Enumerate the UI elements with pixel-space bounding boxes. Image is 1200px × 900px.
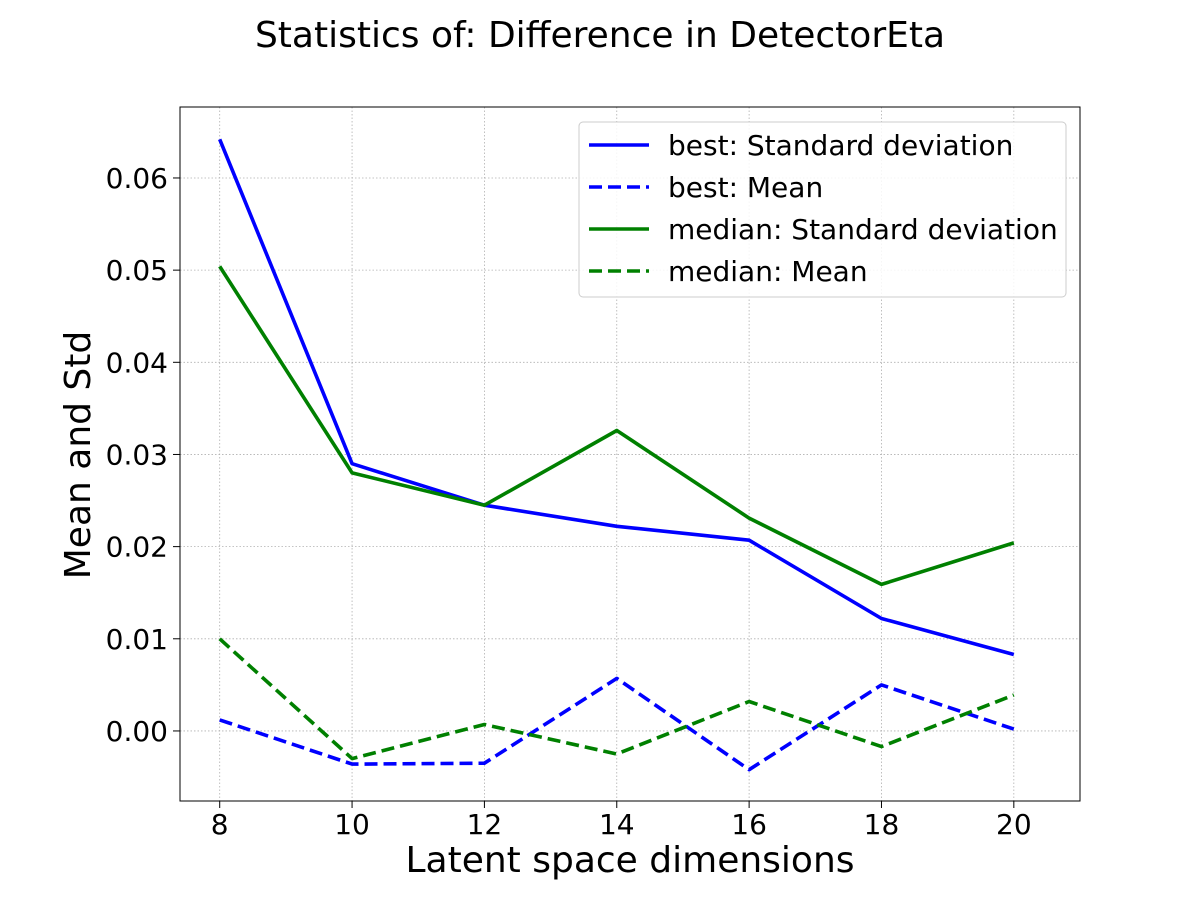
legend-label: best: Standard deviation	[668, 129, 1013, 162]
series-line-best-standard-deviation	[218, 138, 1015, 657]
legend-label: best: Mean	[668, 171, 823, 204]
x-tick-label: 14	[599, 808, 635, 841]
x-tick-label: 10	[334, 808, 370, 841]
y-tick-label: 0.05	[106, 254, 168, 287]
legend-label: median: Standard deviation	[668, 213, 1058, 246]
series-line-median-standard-deviation	[218, 265, 1015, 587]
chart-title: Statistics of: Difference in DetectorEta	[255, 15, 945, 56]
series-lines	[218, 138, 1015, 772]
x-tick-label: 20	[996, 808, 1032, 841]
y-axis-label: Mean and Std	[58, 331, 99, 580]
legend-box	[578, 121, 1067, 298]
x-tick-label: 16	[731, 808, 767, 841]
y-tick-label: 0.06	[106, 162, 168, 195]
y-axis: 0.00 0.01 0.02 0.03 0.04 0.05 0.06	[106, 162, 180, 748]
x-axis-label: Latent space dimensions	[405, 840, 854, 881]
x-tick-label: 12	[467, 808, 503, 841]
x-tick-label: 8	[211, 808, 229, 841]
series-line-median-mean	[218, 637, 1015, 761]
y-tick-label: 0.04	[106, 346, 168, 379]
y-tick-label: 0.03	[106, 438, 168, 471]
x-axis: 8 10 12 14 16 18 20	[211, 801, 1032, 841]
y-tick-label: 0.02	[106, 531, 168, 564]
x-tick-label: 18	[864, 808, 900, 841]
legend-label: median: Mean	[668, 255, 868, 288]
series-line-best-mean	[219, 676, 1015, 772]
legend: best: Standard deviation best: Mean median…	[578, 121, 1067, 298]
y-tick-label: 0.00	[106, 715, 168, 748]
y-tick-label: 0.01	[106, 623, 168, 656]
